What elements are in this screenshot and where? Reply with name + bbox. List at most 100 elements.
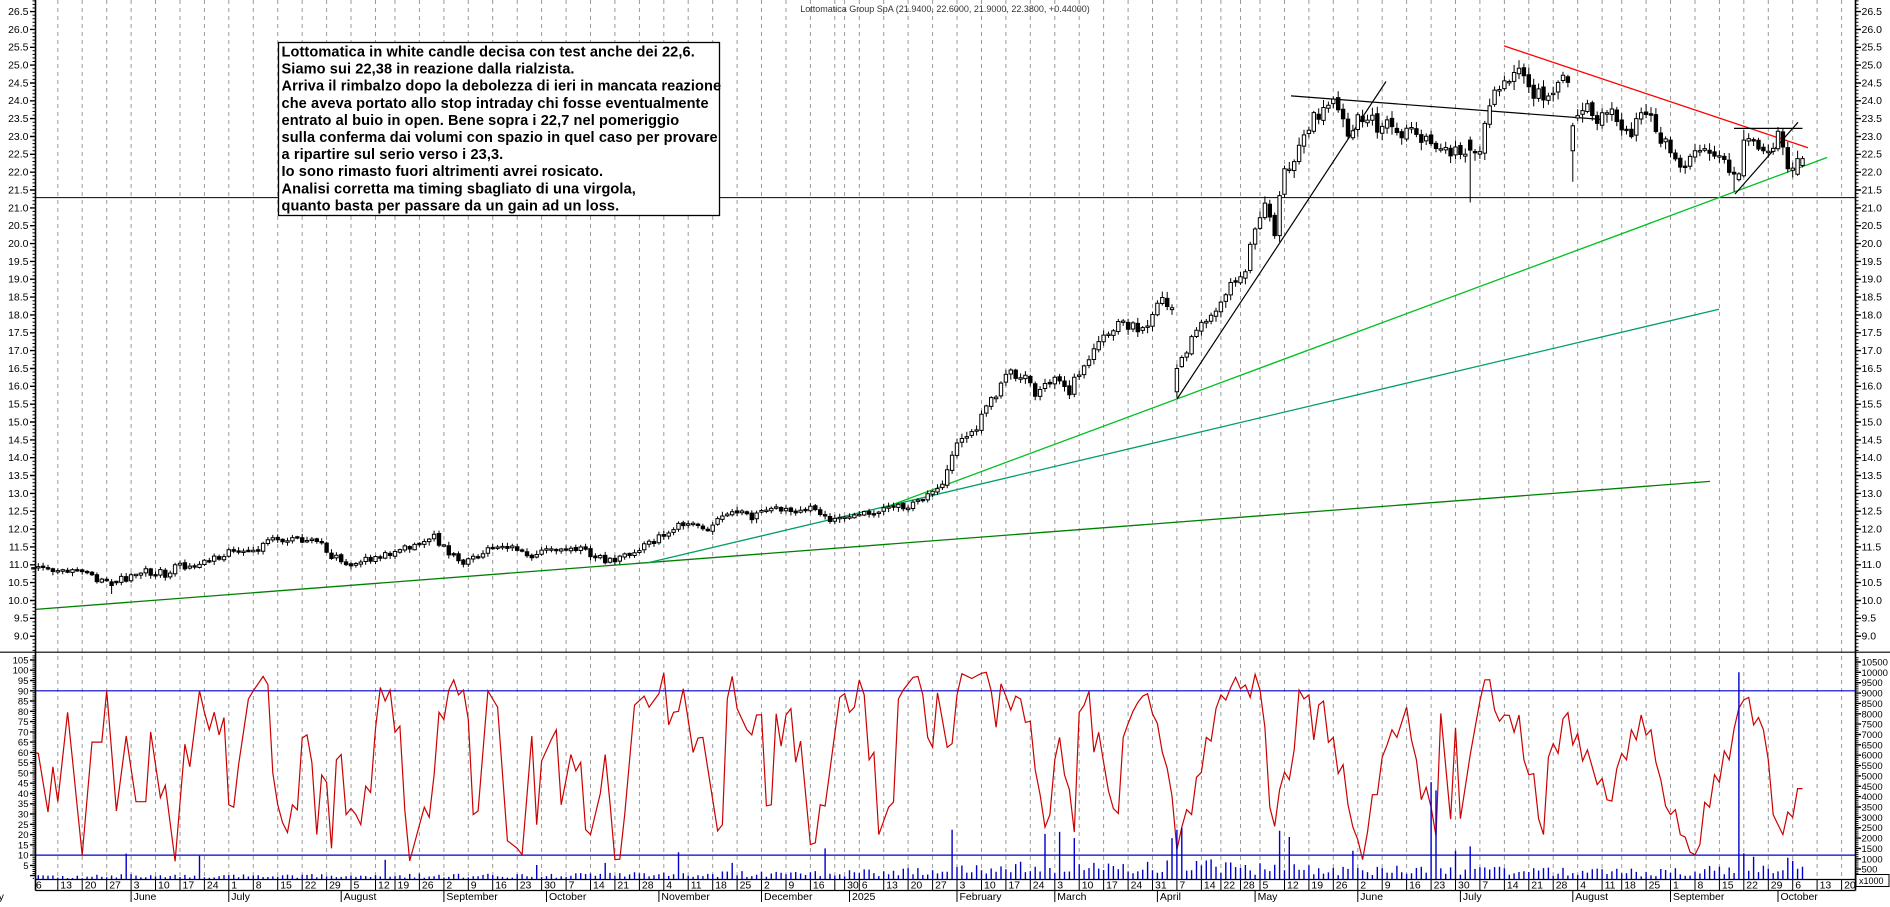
- svg-text:9: 9: [789, 880, 795, 892]
- svg-text:95: 95: [18, 676, 29, 687]
- svg-text:entrato al buio in open. Bene: entrato al buio in open. Bene sopra i 22…: [282, 113, 680, 129]
- svg-text:5: 5: [1263, 880, 1269, 892]
- svg-text:26.0: 26.0: [1862, 24, 1883, 36]
- svg-text:3000: 3000: [1862, 813, 1883, 824]
- svg-text:13: 13: [60, 880, 72, 892]
- svg-text:2: 2: [764, 880, 770, 892]
- svg-text:16.0: 16.0: [1862, 381, 1883, 393]
- svg-text:13.5: 13.5: [8, 470, 29, 482]
- svg-text:July: July: [1463, 891, 1482, 902]
- svg-text:12.5: 12.5: [8, 506, 29, 518]
- svg-text:4: 4: [666, 880, 672, 892]
- svg-text:11.5: 11.5: [9, 541, 29, 553]
- svg-text:Arriva il rimbalzo dopo la deb: Arriva il rimbalzo dopo la debolezza di …: [282, 79, 722, 95]
- svg-text:21: 21: [617, 880, 629, 892]
- svg-text:9.0: 9.0: [14, 631, 29, 643]
- svg-text:11.0: 11.0: [9, 559, 29, 571]
- svg-text:6500: 6500: [1862, 740, 1883, 751]
- svg-text:10.0: 10.0: [1862, 595, 1883, 607]
- svg-text:12.0: 12.0: [8, 524, 29, 536]
- svg-text:19.5: 19.5: [8, 256, 29, 268]
- svg-text:24.0: 24.0: [1862, 95, 1883, 107]
- svg-text:14.5: 14.5: [8, 434, 29, 446]
- svg-text:Lottomatica Group SpA (21.9400: Lottomatica Group SpA (21.9400, 22.6000,…: [800, 4, 1089, 14]
- svg-text:9.0: 9.0: [1862, 631, 1877, 643]
- svg-text:7: 7: [1482, 880, 1488, 892]
- svg-text:25.0: 25.0: [8, 60, 29, 72]
- svg-text:October: October: [549, 891, 587, 902]
- svg-text:29: 29: [1771, 880, 1783, 892]
- svg-text:6: 6: [1795, 880, 1801, 892]
- svg-text:25: 25: [1649, 880, 1661, 892]
- svg-text:6: 6: [36, 880, 42, 892]
- svg-text:28: 28: [1243, 880, 1255, 892]
- svg-text:9000: 9000: [1862, 689, 1883, 700]
- svg-text:9.5: 9.5: [1862, 613, 1877, 625]
- svg-text:8000: 8000: [1862, 709, 1883, 720]
- svg-text:13.0: 13.0: [8, 488, 29, 500]
- svg-text:28: 28: [642, 880, 654, 892]
- svg-text:22: 22: [1223, 880, 1235, 892]
- svg-text:12: 12: [1287, 880, 1299, 892]
- svg-text:17: 17: [1106, 880, 1118, 892]
- svg-text:26: 26: [1336, 880, 1348, 892]
- svg-text:15.5: 15.5: [1862, 399, 1883, 411]
- svg-text:15: 15: [1722, 880, 1734, 892]
- svg-text:22.0: 22.0: [8, 167, 29, 179]
- svg-text:70: 70: [18, 727, 29, 738]
- svg-text:13.5: 13.5: [1862, 470, 1883, 482]
- svg-text:16: 16: [813, 880, 825, 892]
- svg-text:10: 10: [158, 880, 170, 892]
- svg-text:7500: 7500: [1862, 720, 1883, 731]
- svg-text:23.0: 23.0: [8, 131, 29, 143]
- svg-text:20.0: 20.0: [1862, 238, 1883, 250]
- svg-text:15.0: 15.0: [8, 416, 29, 428]
- svg-text:15.0: 15.0: [1862, 416, 1883, 428]
- svg-text:31: 31: [1155, 880, 1167, 892]
- svg-text:12.0: 12.0: [1862, 524, 1883, 536]
- svg-text:19.0: 19.0: [1862, 274, 1883, 286]
- svg-text:10: 10: [1082, 880, 1094, 892]
- svg-text:26: 26: [422, 880, 434, 892]
- svg-text:sulla conferma dai volumi con: sulla conferma dai volumi con spazio in …: [282, 130, 718, 146]
- svg-text:10.0: 10.0: [8, 595, 29, 607]
- svg-text:19.5: 19.5: [1862, 256, 1883, 268]
- svg-text:2: 2: [446, 880, 452, 892]
- svg-text:30: 30: [1458, 880, 1470, 892]
- svg-text:65: 65: [18, 738, 29, 749]
- svg-text:25.5: 25.5: [1862, 42, 1883, 54]
- svg-text:20: 20: [18, 830, 29, 841]
- svg-text:27: 27: [109, 880, 121, 892]
- svg-text:21.0: 21.0: [1862, 202, 1883, 214]
- svg-text:June: June: [134, 891, 157, 902]
- svg-text:8: 8: [1698, 880, 1704, 892]
- svg-text:12: 12: [378, 880, 390, 892]
- svg-text:55: 55: [18, 758, 29, 769]
- svg-text:July: July: [231, 891, 250, 902]
- svg-text:17.5: 17.5: [1862, 327, 1883, 339]
- svg-text:10: 10: [984, 880, 996, 892]
- svg-text:7000: 7000: [1862, 730, 1883, 741]
- svg-text:15.5: 15.5: [8, 399, 29, 411]
- svg-text:5000: 5000: [1862, 771, 1883, 782]
- svg-text:1000: 1000: [1862, 854, 1883, 865]
- svg-text:11.0: 11.0: [1862, 559, 1882, 571]
- svg-text:15: 15: [280, 880, 292, 892]
- svg-text:20.5: 20.5: [8, 220, 29, 232]
- svg-text:85: 85: [18, 697, 29, 708]
- svg-text:16.5: 16.5: [1862, 363, 1883, 375]
- svg-text:11.5: 11.5: [1862, 541, 1882, 553]
- svg-text:11: 11: [691, 880, 702, 892]
- svg-text:20: 20: [1844, 880, 1856, 892]
- svg-text:7: 7: [569, 880, 575, 892]
- svg-text:16.0: 16.0: [8, 381, 29, 393]
- svg-text:23: 23: [520, 880, 532, 892]
- svg-text:18.0: 18.0: [8, 309, 29, 321]
- svg-text:20: 20: [85, 880, 97, 892]
- svg-text:21.5: 21.5: [1862, 184, 1883, 196]
- svg-text:9.5: 9.5: [14, 613, 29, 625]
- svg-text:18: 18: [715, 880, 727, 892]
- svg-text:10.5: 10.5: [8, 577, 29, 589]
- svg-text:14.0: 14.0: [8, 452, 29, 464]
- svg-text:100: 100: [13, 666, 29, 677]
